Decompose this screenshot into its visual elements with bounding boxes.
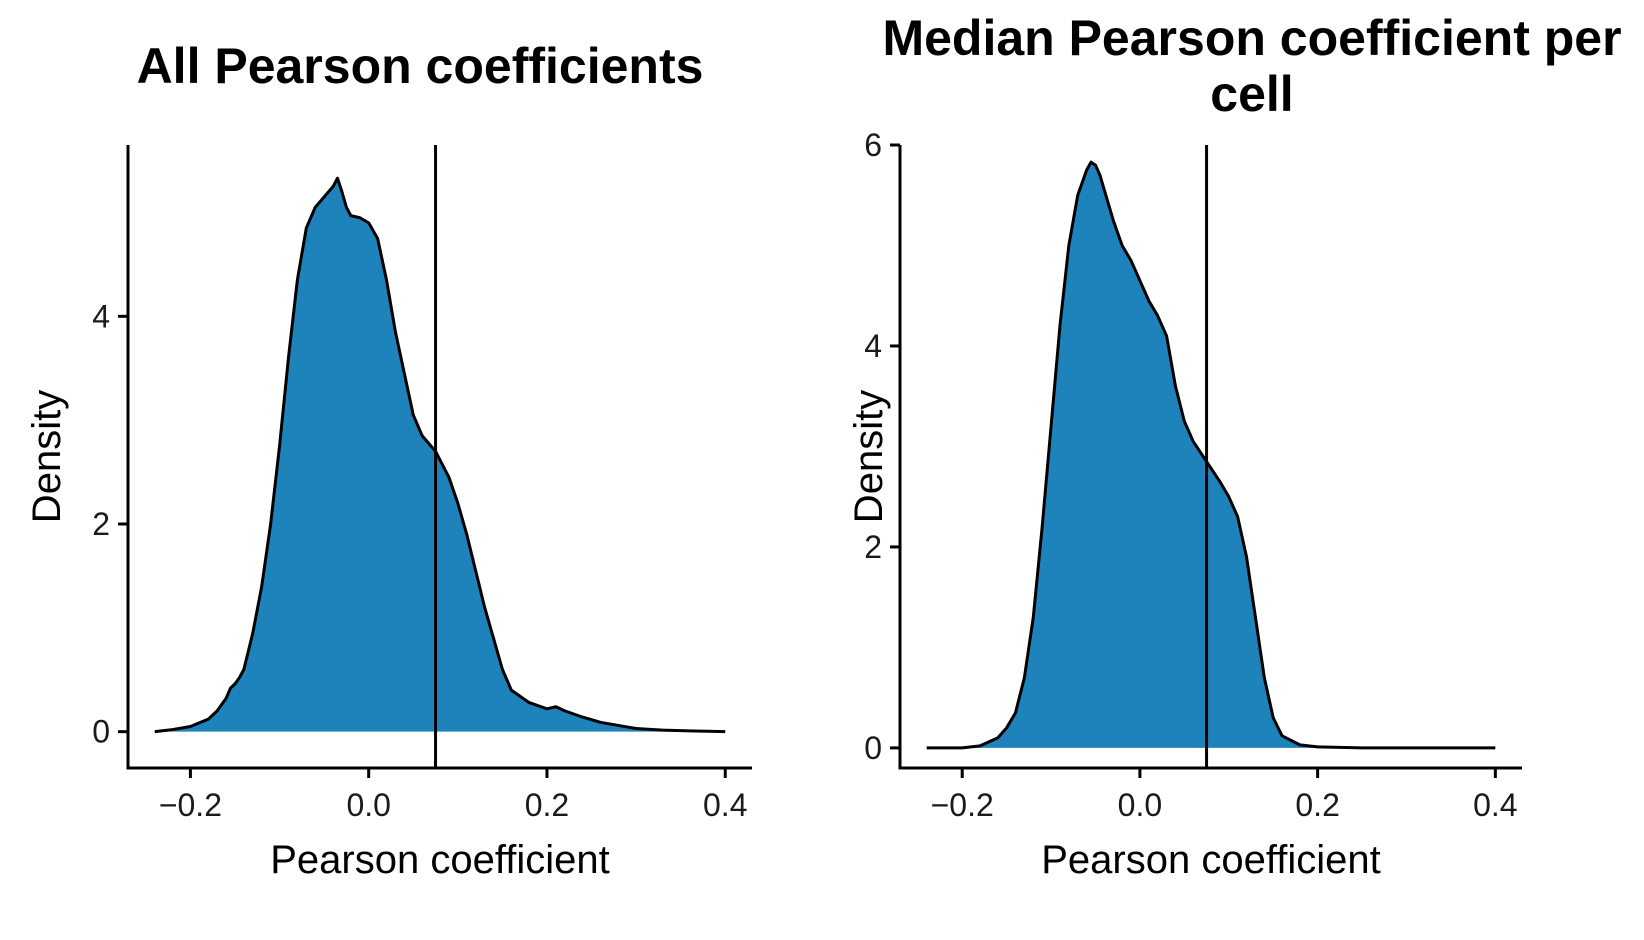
y-tick-label: 0 xyxy=(92,714,110,750)
panel-all-pearson: All Pearson coefficients −0.2 0.0 0.2 0.4 0 2… xyxy=(25,38,752,882)
chart-title: Median Pearson coefficient per cell xyxy=(882,10,1622,122)
density-area xyxy=(926,162,1496,748)
x-tick-label: 0.2 xyxy=(525,787,569,823)
x-tick-label: 0.4 xyxy=(703,787,747,823)
x-tick-label: 0.0 xyxy=(346,787,390,823)
y-tick-label: 4 xyxy=(864,328,882,364)
x-tick-label: −0.2 xyxy=(931,787,994,823)
x-tick-label: −0.2 xyxy=(159,787,222,823)
y-tick-label: 2 xyxy=(92,506,110,542)
y-axis-title: Density xyxy=(25,390,69,523)
panel-median-pearson: Median Pearson coefficient per cell −0.2… xyxy=(822,0,1644,940)
density-area xyxy=(154,178,726,732)
x-tick-label: 0.2 xyxy=(1295,787,1339,823)
chart-plot: −0.2 0.0 0.2 0.4 0 2 4 Pearson coefficient Densi… xyxy=(25,145,752,882)
chart-title: All Pearson coefficients xyxy=(136,38,704,94)
x-axis-title: Pearson coefficient xyxy=(1041,838,1380,882)
y-tick-label: 4 xyxy=(92,298,110,334)
x-axis-title: Pearson coefficient xyxy=(270,838,609,882)
y-axis-title: Density xyxy=(847,390,891,523)
y-tick-label: 0 xyxy=(864,730,882,766)
x-tick-label: 0.4 xyxy=(1473,787,1517,823)
y-tick-label: 2 xyxy=(864,529,882,565)
density-line xyxy=(926,160,1496,750)
y-tick-label: 6 xyxy=(864,127,882,163)
x-tick-label: 0.0 xyxy=(1118,787,1162,823)
chart-plot: −0.2 0.0 0.2 0.4 0 2 4 6 Pearson coefficient Dens… xyxy=(847,127,1522,882)
density-line xyxy=(154,176,726,734)
